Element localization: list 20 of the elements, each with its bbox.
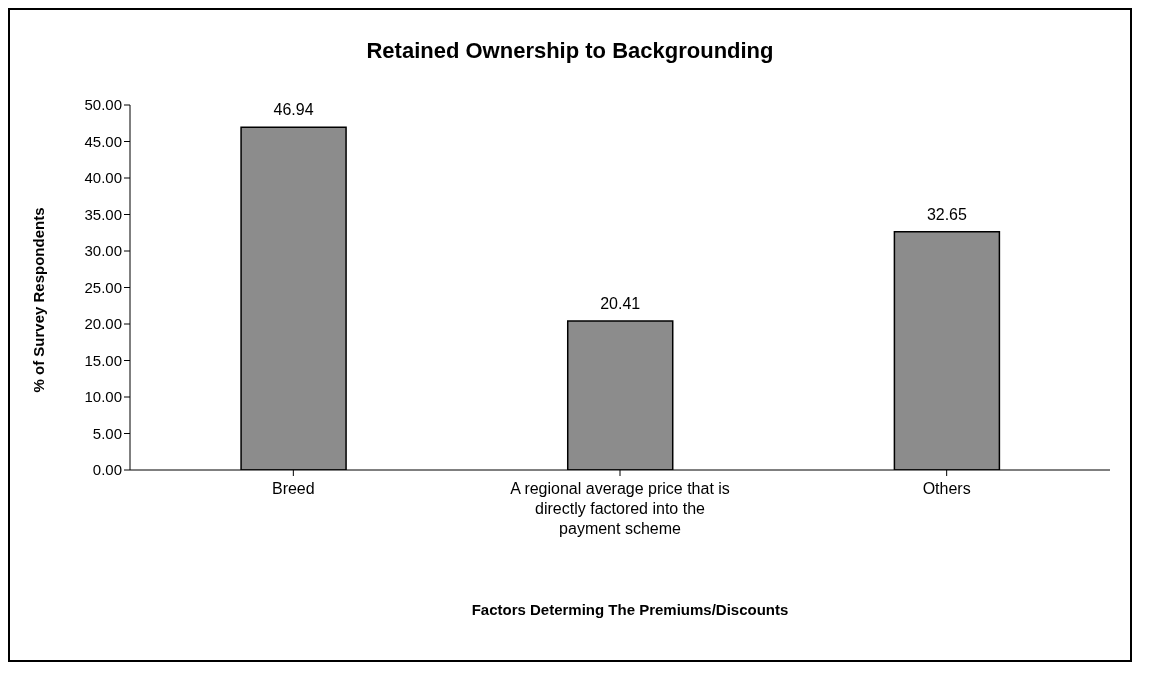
y-tick-label: 10.00 bbox=[84, 388, 122, 406]
data-label: 46.94 bbox=[273, 101, 314, 119]
y-axis-title: % of Survey Respondents bbox=[29, 207, 47, 393]
y-tick-label: 0.00 bbox=[92, 461, 122, 479]
x-axis-title: Factors Determing The Premiums/Discounts bbox=[470, 601, 790, 618]
y-tick-label: 25.00 bbox=[84, 278, 122, 296]
y-tick-label: 50.00 bbox=[84, 96, 122, 114]
y-tick-label: 45.00 bbox=[84, 132, 122, 150]
data-label: 20.41 bbox=[600, 295, 641, 313]
data-label: 32.65 bbox=[926, 205, 968, 223]
y-tick-label: 30.00 bbox=[84, 242, 122, 260]
chart-title: Retained Ownership to Backgrounding bbox=[365, 38, 775, 64]
x-tick-label: Others bbox=[922, 480, 971, 497]
y-tick-label: 35.00 bbox=[84, 205, 122, 223]
y-tick-label: 15.00 bbox=[84, 351, 122, 369]
x-tick-label: Breed bbox=[271, 480, 315, 497]
x-tick-label: A regional average price that is directly factored into the payment scheme bbox=[510, 480, 730, 537]
y-tick-label: 5.00 bbox=[92, 424, 122, 442]
y-tick-label: 20.00 bbox=[84, 315, 122, 333]
y-tick-label: 40.00 bbox=[84, 169, 122, 187]
